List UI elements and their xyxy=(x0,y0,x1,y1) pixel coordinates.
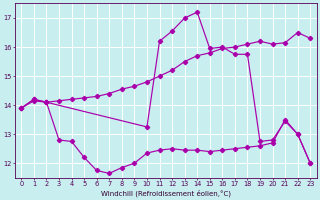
X-axis label: Windchill (Refroidissement éolien,°C): Windchill (Refroidissement éolien,°C) xyxy=(101,189,231,197)
